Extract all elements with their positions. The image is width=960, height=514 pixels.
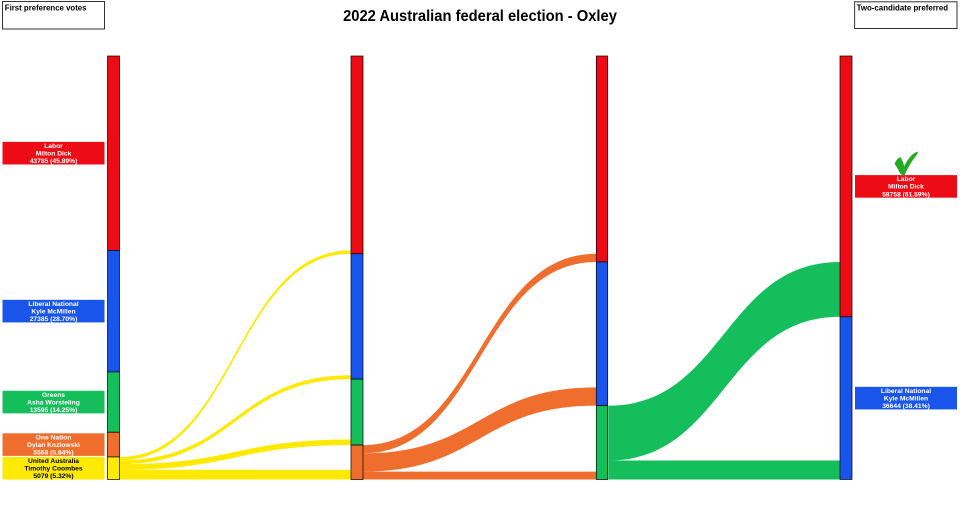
svg-text:13595 (14.25%): 13595 (14.25%) [30,407,78,414]
svg-text:United Australia: United Australia [28,458,79,465]
svg-text:Liberal National: Liberal National [28,301,78,308]
svg-text:Two-candidate preferred: Two-candidate preferred [857,3,949,13]
svg-text:27385 (28.70%): 27385 (28.70%) [30,316,78,323]
svg-text:One Nation: One Nation [36,434,72,441]
svg-text:Greens: Greens [42,392,65,399]
svg-text:43785 (45.89%): 43785 (45.89%) [30,158,78,165]
svg-text:2022 Australian federal electi: 2022 Australian federal election - Oxley [343,8,617,25]
svg-text:Milton Dick: Milton Dick [888,184,924,191]
svg-text:Asha Worsteling: Asha Worsteling [27,399,80,406]
svg-text:Milton Dick: Milton Dick [36,150,72,157]
svg-text:58758 (61.59%): 58758 (61.59%) [882,191,930,198]
svg-text:Dylan Kozlowski: Dylan Kozlowski [27,442,80,449]
svg-text:Liberal National: Liberal National [881,388,931,395]
svg-text:5079 (5.32%): 5079 (5.32%) [33,473,73,480]
svg-text:Labor: Labor [897,176,916,183]
svg-text:Timothy Coombes: Timothy Coombes [24,466,82,473]
svg-text:36644 (38.41%): 36644 (38.41%) [882,403,930,410]
svg-text:5568 (5.84%): 5568 (5.84%) [33,450,73,457]
svg-text:First preference votes: First preference votes [5,2,87,12]
svg-text:Kyle McMillen: Kyle McMillen [884,395,928,402]
svg-text:Kyle McMillen: Kyle McMillen [31,308,75,315]
svg-text:Labor: Labor [44,143,63,150]
